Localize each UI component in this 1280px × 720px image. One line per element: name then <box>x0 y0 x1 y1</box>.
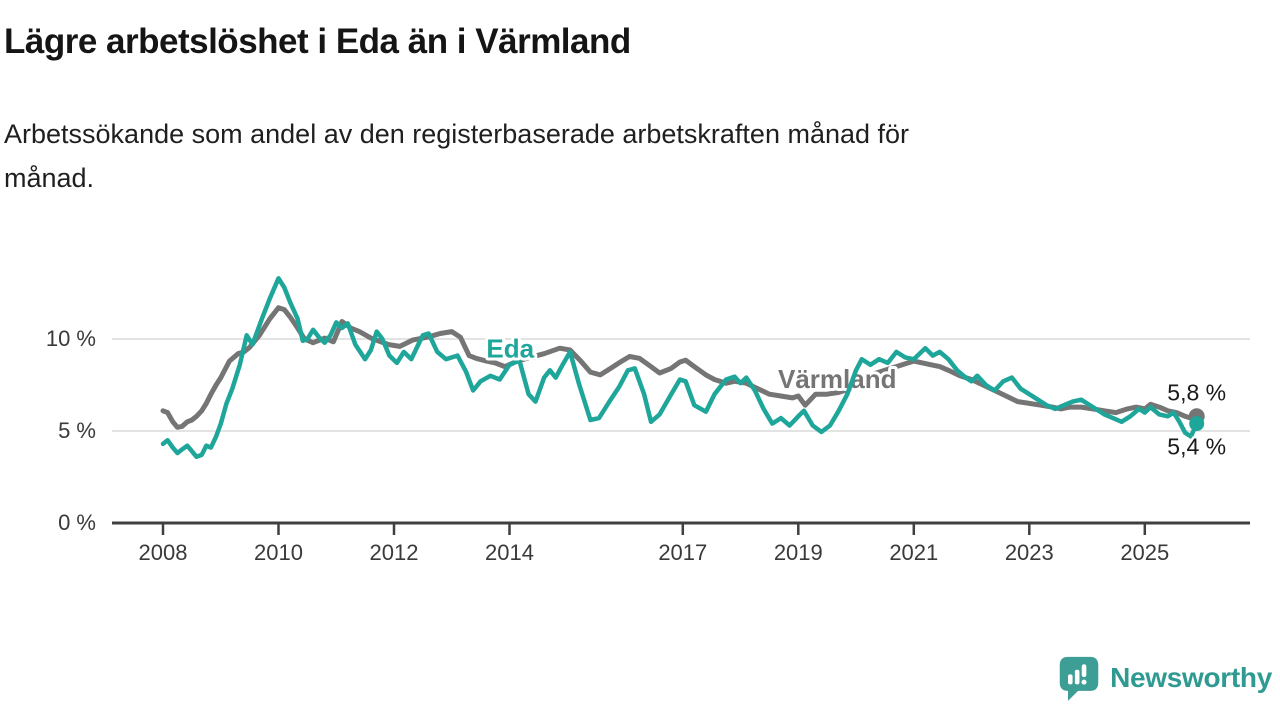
end-value-label-eda: 5,4 % <box>1167 434 1226 460</box>
x-tick-label-2023: 2023 <box>1005 540 1054 565</box>
x-tick-label-2008: 2008 <box>139 540 188 565</box>
x-tick-label-2014: 2014 <box>485 540 534 565</box>
series-line-varmland <box>160 305 1200 430</box>
y-tick-label-10pct: 10 % <box>46 326 96 351</box>
logo-bar-small <box>1068 674 1073 685</box>
x-tick-label-2021: 2021 <box>889 540 938 565</box>
series-end-dot-eda <box>1189 416 1205 432</box>
chart-title: Lägre arbetslöshet i Eda än i Värmland <box>4 22 631 61</box>
chart-subtitle-line1: Arbetssökande som andel av den registerb… <box>4 119 910 150</box>
x-tick-label-2019: 2019 <box>774 540 823 565</box>
end-value-label-varmland: 5,8 % <box>1167 379 1226 405</box>
series-inline-label-varmland: Värmland <box>778 364 897 394</box>
chart-header: Lägre arbetslöshet i Eda än i Värmland A… <box>0 0 1280 200</box>
series-inline-label-eda: Eda <box>486 333 534 363</box>
newsworthy-logo: Newsworthy <box>1057 654 1272 702</box>
series-line-eda <box>160 276 1199 460</box>
y-tick-label-0pct: 0 % <box>58 510 96 535</box>
y-tick-label-5pct: 5 % <box>58 418 96 443</box>
x-tick-label-2017: 2017 <box>658 540 707 565</box>
logo-bar-tall <box>1074 669 1080 685</box>
chart-subtitle-line2: månad. <box>4 163 95 194</box>
x-tick-label-2012: 2012 <box>370 540 419 565</box>
newsworthy-logo-text: Newsworthy <box>1110 662 1272 693</box>
logo-exclamation-bar <box>1081 664 1087 678</box>
chart-subtitle: Arbetssökande som andel av den registerb… <box>4 112 1214 200</box>
newsworthy-logo-icon <box>1059 656 1099 701</box>
x-tick-label-2025: 2025 <box>1120 540 1169 565</box>
x-tick-label-2010: 2010 <box>254 540 303 565</box>
logo-exclamation-dot <box>1081 679 1087 685</box>
